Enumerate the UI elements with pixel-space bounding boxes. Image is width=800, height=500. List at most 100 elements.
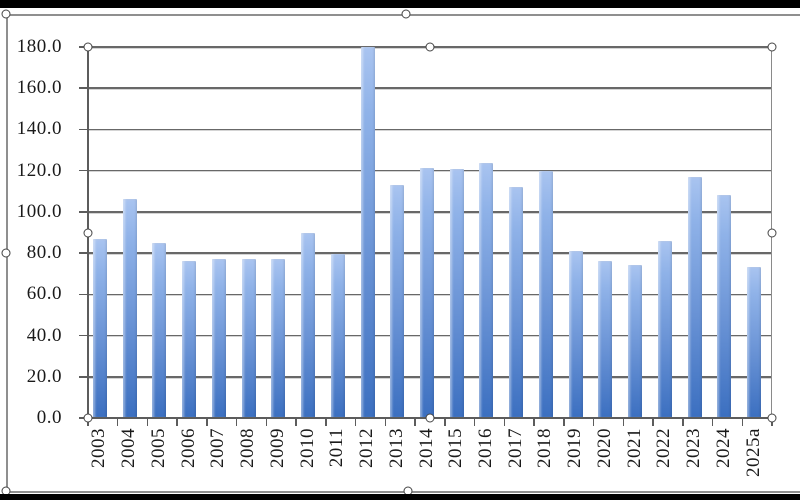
x-axis-tick [384,419,387,426]
x-axis-tick [563,419,565,426]
x-axis-tick [87,419,89,426]
x-axis-tick-label: 2010 [296,428,318,468]
chart-bar-2005[interactable] [152,242,167,418]
chart-frame-border-bottom [6,491,800,493]
x-axis-tick-label: 2016 [474,428,496,468]
chart-bar-2020[interactable] [598,261,613,418]
chart-bar-2006[interactable] [182,261,197,418]
chart-bar-2016[interactable] [479,163,494,418]
x-axis-tick-label: 2007 [207,428,229,468]
chart-bar-2022[interactable] [657,240,672,418]
y-axis-tick-label: 40.0 [26,324,62,346]
x-axis-tick-label: 2022 [653,428,675,468]
x-axis-tick [652,419,654,426]
chart-bar-2023[interactable] [687,176,702,418]
x-axis-tick-label: 2012 [356,428,378,468]
y-axis-tick-label: 140.0 [16,118,62,140]
letterbox-bottom [0,494,800,500]
x-axis-tick-label: 2020 [593,428,615,468]
letterbox-top [0,0,800,8]
x-axis-tick [473,419,476,426]
x-axis-tick-label: 2019 [564,428,586,468]
selection-handle-plot-bottom-center[interactable] [425,413,435,423]
chart-bar-2014[interactable] [420,167,434,418]
chart-bar-2019[interactable] [568,251,583,418]
x-axis-tick [592,419,595,426]
x-axis-tick-label: 2004 [118,428,140,468]
y-axis-tick [79,293,88,296]
x-axis-tick-label: 2025a [742,428,764,477]
y-axis-tick [79,87,88,89]
selection-handle-plot-bottom-right[interactable] [767,413,777,423]
selection-handle-plot-top-right[interactable] [767,42,777,52]
selection-handle-plot-top-center[interactable] [425,42,435,52]
y-axis-tick-label: 180.0 [16,36,62,57]
x-axis-tick [295,419,297,426]
x-axis-tick-label: 2024 [712,428,734,468]
x-axis-tick [414,419,416,426]
selection-handle-chart-left-middle[interactable] [1,248,11,258]
chart-bar-2004[interactable] [122,198,137,418]
x-axis-tick-label: 2006 [177,428,199,468]
selection-handle-chart-top-center[interactable] [401,9,411,19]
selection-handle-chart-top-left[interactable] [1,9,11,19]
y-axis-tick [79,334,88,337]
x-axis-tick [622,419,625,426]
x-axis-tick-label: 2014 [415,428,437,468]
gridline [88,87,772,89]
gridline [88,128,772,131]
y-axis-tick [79,252,88,254]
y-axis-tick [79,128,88,131]
x-axis-tick [235,419,238,426]
selection-handle-plot-top-left[interactable] [83,42,93,52]
x-axis-tick [325,419,327,426]
chart-bar-2017[interactable] [509,187,524,418]
chart-bar-2009[interactable] [271,259,286,418]
x-axis-tick [711,419,714,426]
chart-bar-2007[interactable] [211,259,226,418]
chart-bar-2011[interactable] [330,254,345,418]
y-axis-tick-label: 60.0 [26,283,62,305]
chart-bar-2024[interactable] [717,195,732,418]
chart-bar-2013[interactable] [390,185,405,418]
x-axis-tick-label: 2008 [237,428,259,468]
x-axis-tick [206,419,208,426]
chart-bar-2012[interactable] [360,47,375,418]
x-axis-tick-label: 2023 [683,428,705,468]
chart-bar-2003[interactable] [92,238,107,418]
x-axis-tick-label: 2018 [534,428,556,468]
x-axis-tick [503,419,506,426]
plot-area[interactable] [88,46,772,418]
y-axis-tick [79,376,88,378]
x-axis-tick [771,419,773,426]
chart-bar-2015[interactable] [449,168,464,418]
selection-handle-plot-left-middle[interactable] [83,228,93,238]
x-axis-tick [176,419,178,426]
x-axis-tick-label: 2017 [504,428,526,468]
y-axis-tick-label: 120.0 [16,159,62,181]
chart-bar-2021[interactable] [628,265,643,418]
chart-bar-2008[interactable] [241,259,256,418]
chart-bar-2010[interactable] [301,232,316,418]
y-axis-tick [79,169,88,172]
x-axis-tick [265,419,268,426]
x-axis-tick [116,419,119,426]
x-axis-tick-label: 2005 [147,428,169,468]
y-axis-tick-label: 20.0 [26,365,62,387]
x-axis-tick-label: 2021 [623,428,645,468]
y-axis-tick-label: 80.0 [26,242,62,264]
x-axis-tick [354,419,357,426]
selection-handle-plot-right-middle[interactable] [767,228,777,238]
chart-bar-2018[interactable] [538,170,553,418]
x-axis-tick-label: 2015 [445,428,467,468]
chart-bar-2025a[interactable] [747,266,762,418]
x-axis-tick [682,419,684,426]
x-axis-tick [533,419,535,426]
y-axis-tick-label: 100.0 [16,200,62,222]
y-axis-tick [79,211,88,213]
x-axis-tick [146,419,149,426]
x-axis-tick-label: 2003 [88,428,110,468]
x-axis-tick-label: 2013 [385,428,407,468]
selection-handle-plot-bottom-left[interactable] [83,413,93,423]
